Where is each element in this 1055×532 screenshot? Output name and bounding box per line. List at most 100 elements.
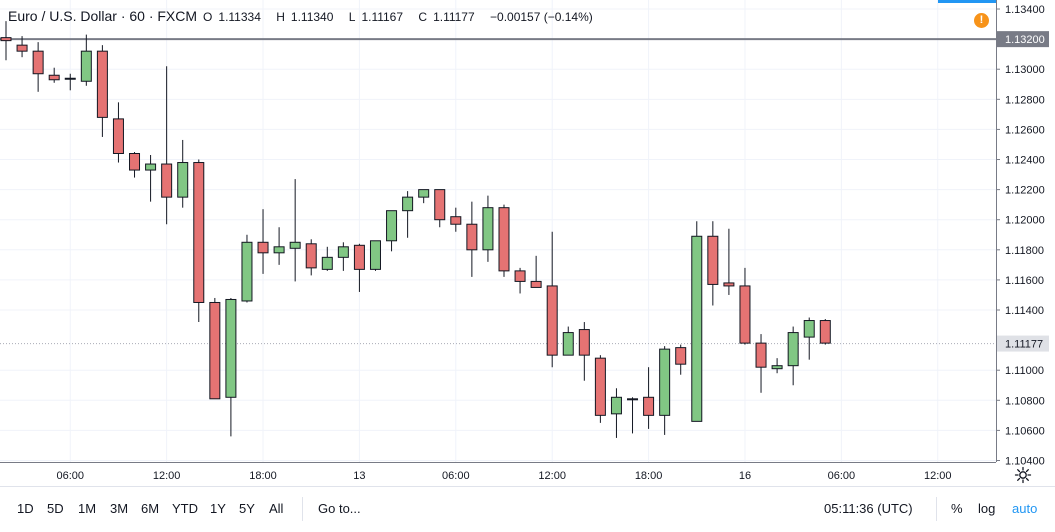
price-axis-label: 1.12600 bbox=[1005, 124, 1045, 136]
candle-body bbox=[771, 365, 783, 370]
open-value: 1.11334 bbox=[218, 10, 261, 24]
high-value: 1.11340 bbox=[290, 10, 334, 24]
candle-body bbox=[450, 216, 462, 225]
horizontal-line-price-tag: 1.13200 bbox=[1005, 34, 1045, 46]
toolbar-divider bbox=[302, 497, 303, 521]
candle-body bbox=[578, 329, 590, 356]
time-axis-label: 18:00 bbox=[635, 470, 663, 482]
accent-bar bbox=[938, 0, 996, 3]
auto-scale-button[interactable]: auto bbox=[1012, 501, 1038, 516]
candle-body bbox=[80, 50, 92, 82]
candlestick-chart[interactable]: 1.13400 1.13000 1.12800 1.12600 1.12400 1.122… bbox=[0, 0, 1055, 486]
candle-body bbox=[321, 256, 333, 270]
candle-body bbox=[386, 210, 398, 242]
log-scale-button[interactable]: log bbox=[978, 501, 996, 516]
candle-body bbox=[225, 298, 237, 398]
candle-body bbox=[402, 196, 414, 212]
price-axis-label: 1.10400 bbox=[1005, 455, 1045, 467]
candle-body bbox=[48, 74, 60, 81]
candle-body bbox=[691, 235, 703, 422]
range-1y-button[interactable]: 1Y bbox=[210, 501, 226, 516]
candle-body bbox=[64, 77, 76, 80]
candle-body bbox=[257, 241, 269, 254]
price-axis-label: 1.10800 bbox=[1005, 395, 1045, 407]
range-all-button[interactable]: All bbox=[269, 501, 284, 516]
candle-body bbox=[418, 189, 430, 198]
range-5d-button[interactable]: 5D bbox=[47, 501, 64, 516]
candle-body bbox=[209, 301, 221, 400]
candle-body bbox=[145, 163, 157, 171]
candle-body bbox=[161, 163, 173, 198]
candle-body bbox=[498, 207, 510, 272]
candle-body bbox=[562, 332, 574, 356]
candle-body bbox=[369, 240, 381, 270]
candle-body bbox=[289, 241, 301, 249]
utc-clock[interactable]: 05:11:36 (UTC) bbox=[824, 501, 913, 516]
candle-body bbox=[193, 162, 205, 303]
candle-body bbox=[675, 347, 687, 365]
price-axis-label: 1.11400 bbox=[1005, 305, 1044, 317]
candle-body bbox=[819, 320, 831, 344]
candle-body bbox=[0, 37, 12, 42]
price-axis-label: 1.11800 bbox=[1005, 245, 1044, 257]
time-axis-label: 12:00 bbox=[538, 470, 566, 482]
candle-body bbox=[273, 246, 285, 254]
range-3m-button[interactable]: 3M bbox=[110, 501, 129, 516]
candle-body bbox=[32, 50, 44, 75]
close-label: C bbox=[418, 10, 428, 24]
candle-body bbox=[610, 396, 622, 415]
price-axis-label: 1.12400 bbox=[1005, 155, 1045, 167]
candle-body bbox=[659, 348, 671, 416]
price-axis-label: 1.13000 bbox=[1005, 64, 1045, 76]
low-value: 1.11167 bbox=[361, 10, 404, 24]
price-axis-label: 1.13400 bbox=[1005, 4, 1045, 16]
close-value: 1.11177 bbox=[433, 10, 475, 24]
candle-body bbox=[96, 50, 108, 118]
candle-body bbox=[514, 270, 526, 282]
price-axis-label: 1.12800 bbox=[1005, 94, 1045, 106]
symbol-title[interactable]: Euro / U.S. Dollar · 60 · FXCM bbox=[8, 8, 198, 24]
range-1m-button[interactable]: 1M bbox=[78, 501, 97, 516]
time-axis-label: 18:00 bbox=[249, 470, 277, 482]
percent-scale-button[interactable]: % bbox=[951, 501, 963, 516]
candle-body bbox=[112, 118, 124, 154]
price-axis-label: 1.11000 bbox=[1005, 365, 1044, 377]
candle-body bbox=[305, 243, 317, 269]
time-axis-label: 06:00 bbox=[442, 470, 470, 482]
candle-body bbox=[739, 285, 751, 344]
chart-header: Euro / U.S. Dollar · 60 · FXCM O 1.11334 … bbox=[8, 8, 599, 30]
toolbar-divider bbox=[936, 497, 937, 521]
horizontal-line-price-tag-bg bbox=[997, 31, 1049, 48]
candle-body bbox=[755, 342, 767, 368]
candle-body bbox=[787, 332, 799, 367]
candle-body bbox=[627, 398, 639, 401]
alert-icon[interactable]: ! bbox=[974, 13, 989, 28]
range-5y-button[interactable]: 5Y bbox=[239, 501, 255, 516]
last-price-tag-bg bbox=[997, 335, 1049, 352]
change-value: −0.00157 (−0.14%) bbox=[490, 10, 593, 24]
candle-body bbox=[129, 152, 141, 171]
range-ytd-button[interactable]: YTD bbox=[172, 501, 198, 516]
low-label: L bbox=[348, 10, 356, 24]
time-axis-label: 06:00 bbox=[56, 470, 84, 482]
price-axis-label: 1.12000 bbox=[1005, 215, 1045, 227]
candle-body bbox=[530, 280, 542, 288]
candle-body bbox=[241, 241, 253, 302]
candle-body bbox=[707, 235, 719, 285]
time-axis-label: 12:00 bbox=[153, 470, 181, 482]
time-axis-label: 13 bbox=[353, 470, 365, 482]
goto-button[interactable]: Go to... bbox=[318, 501, 361, 516]
last-price-tag: 1.11177 bbox=[1005, 339, 1043, 351]
price-axis-label: 1.11600 bbox=[1005, 275, 1044, 287]
time-axis-label: 06:00 bbox=[828, 470, 856, 482]
high-label: H bbox=[276, 10, 285, 24]
candle-body bbox=[482, 207, 494, 251]
candle-body bbox=[723, 282, 735, 287]
candle-body bbox=[546, 285, 558, 356]
candle-body bbox=[353, 244, 365, 270]
settings-gear-icon[interactable] bbox=[1014, 466, 1032, 484]
range-6m-button[interactable]: 6M bbox=[141, 501, 160, 516]
bottom-toolbar: 1D 5D 1M 3M 6M YTD 1Y 5Y All Go to... 05… bbox=[0, 486, 1055, 532]
range-1d-button[interactable]: 1D bbox=[17, 501, 34, 516]
time-axis-label: 12:00 bbox=[924, 470, 952, 482]
